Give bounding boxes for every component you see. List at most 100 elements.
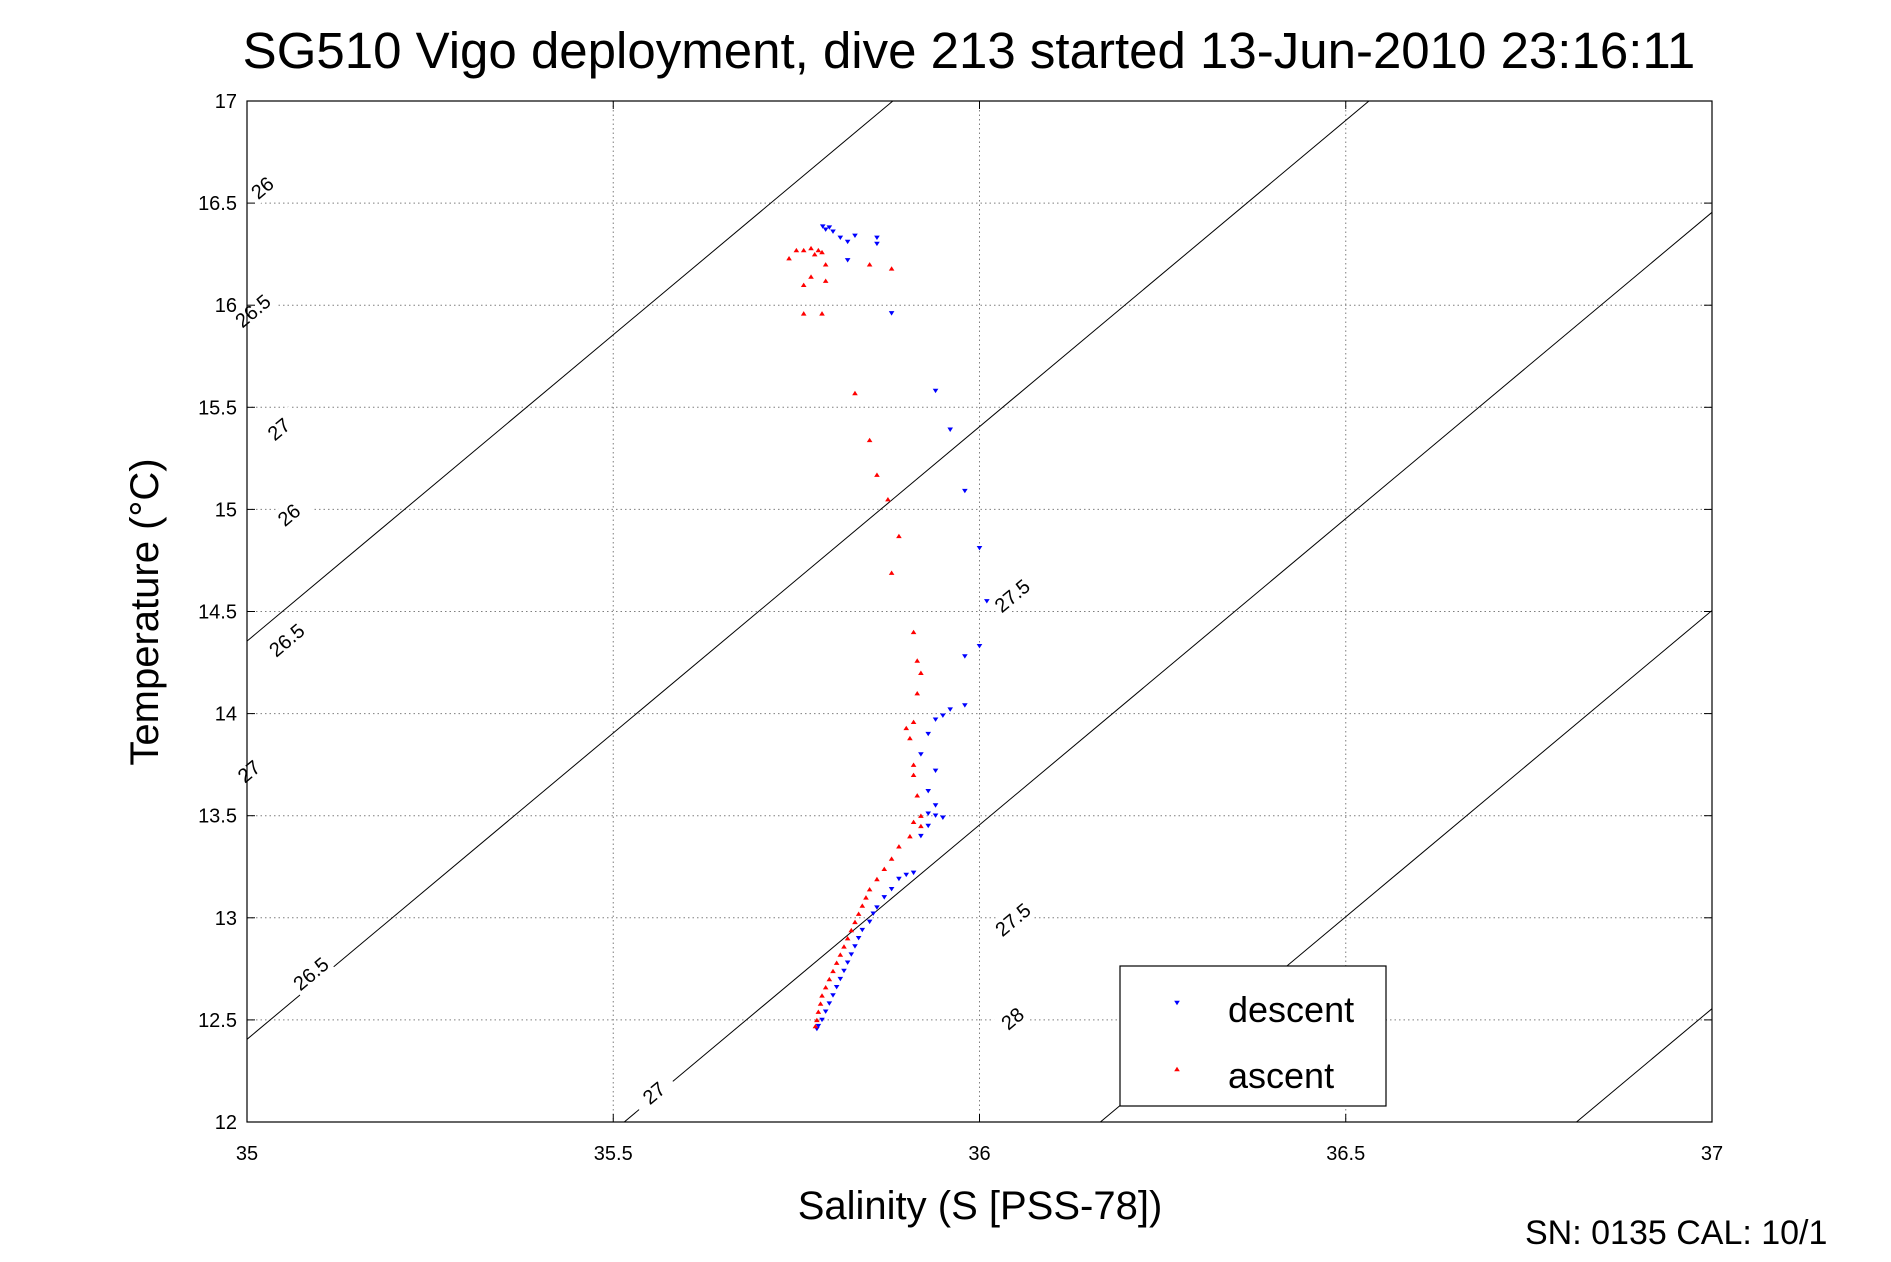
legend: descent ascent (1119, 965, 1387, 1107)
descent-point (932, 768, 939, 773)
ascent-point (833, 960, 840, 965)
serial-calibration-note: SN: 0135 CAL: 10/1 (1525, 1214, 1827, 1252)
ascent-point (863, 895, 869, 900)
y-tick-label: 15.5 (198, 397, 237, 419)
ascent-point (910, 719, 917, 724)
ascent-point (918, 813, 924, 818)
legend-ascent-label: ascent (1228, 1055, 1334, 1096)
descent-point (822, 1009, 829, 1014)
contour-label-background (264, 492, 313, 538)
descent-point (855, 936, 862, 941)
ascent-point (822, 985, 829, 990)
descent-point (984, 599, 990, 604)
descent-point (976, 644, 983, 649)
descent-point (962, 703, 968, 708)
descent-point (925, 811, 932, 816)
density-contour-line (1576, 1008, 1712, 1122)
descent-point (962, 488, 968, 494)
ascent-point (874, 876, 880, 882)
ascent-point (918, 823, 924, 829)
descent-point (852, 944, 858, 949)
y-tick-label: 13.5 (198, 806, 237, 828)
y-tick-label: 16.5 (198, 193, 237, 215)
y-tick-label: 12 (215, 1112, 237, 1134)
descent-point (859, 927, 866, 933)
ascent-point (852, 919, 858, 925)
descent-point (815, 1023, 822, 1029)
ascent-point (903, 725, 910, 731)
ascent-point (815, 1009, 822, 1014)
ascent-point (822, 278, 829, 283)
ascent-point (896, 844, 902, 849)
data-points (786, 224, 990, 1032)
legend-item-ascent: ascent (1174, 1055, 1334, 1096)
contour-label-background (988, 573, 1037, 619)
descent-point (932, 717, 939, 722)
density-contour-line (247, 101, 1370, 1040)
ascent-point (888, 570, 895, 575)
descent-point (932, 388, 939, 394)
ascent-point (910, 629, 917, 635)
legend-ascent-marker (1174, 1066, 1180, 1072)
ascent-point (888, 266, 895, 271)
contour-label-background (228, 288, 277, 334)
y-tick-label: 17 (215, 91, 237, 113)
descent-point (888, 311, 895, 316)
descent-point (918, 752, 924, 757)
ascent-point (826, 976, 833, 982)
ascent-point (800, 247, 807, 253)
ascent-point (888, 856, 895, 861)
ascent-point (866, 887, 873, 892)
legend-descent-marker (1174, 1000, 1180, 1006)
y-tick-label: 16 (215, 295, 237, 317)
descent-point (925, 731, 932, 737)
descent-point (940, 815, 946, 820)
ascent-point (837, 952, 844, 957)
ascent-point (811, 251, 818, 257)
descent-point (918, 833, 924, 839)
descent-point (833, 985, 840, 990)
ascent-point (800, 282, 807, 287)
descent-point (822, 227, 829, 232)
contour-label-background (238, 165, 287, 211)
chart-title: SG510 Vigo deployment, dive 213 started … (243, 22, 1696, 79)
ascent-point (914, 658, 921, 663)
x-tick-label: 35 (236, 1143, 258, 1165)
descent-point (819, 224, 826, 229)
legend-item-descent: descent (1174, 989, 1354, 1030)
ascent-point (786, 256, 792, 261)
ascent-point (844, 936, 851, 941)
ascent-point (815, 247, 822, 253)
x-tick-label: 37 (1701, 1143, 1723, 1165)
ascent-point (814, 1017, 820, 1023)
descent-point (903, 872, 910, 878)
ascent-point (910, 772, 917, 778)
ascent-point (914, 690, 921, 696)
x-tick-label: 36.5 (1326, 1143, 1365, 1165)
descent-point (910, 870, 917, 876)
ascent-point (918, 670, 924, 675)
ascent-point (793, 247, 800, 253)
descent-point (819, 1017, 825, 1023)
descent-point (841, 968, 847, 974)
x-tick-label: 35.5 (594, 1143, 633, 1165)
descent-point (940, 713, 946, 718)
y-tick-label: 12.5 (198, 1010, 237, 1032)
descent-point (947, 707, 953, 712)
ascent-point (885, 496, 891, 502)
descent-point (874, 241, 880, 247)
descent-point (852, 233, 858, 238)
ascent-point (866, 262, 873, 267)
ascent-point (896, 533, 902, 539)
descent-point (881, 895, 888, 900)
descent-point (932, 803, 939, 808)
ascent-point (859, 903, 866, 908)
contour-label-background (286, 951, 335, 997)
ascent-point (819, 993, 825, 998)
ascent-point (800, 311, 807, 316)
ascent-point (808, 274, 814, 279)
descent-point (837, 235, 844, 241)
ascent-point (907, 735, 913, 741)
contour-label-background (254, 406, 303, 452)
